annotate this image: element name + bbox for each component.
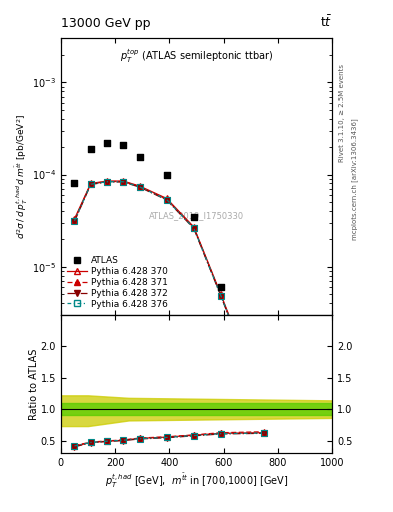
Point	[104, 139, 110, 147]
Point	[261, 375, 267, 383]
Text: ATLAS_2019_I1750330: ATLAS_2019_I1750330	[149, 211, 244, 220]
Y-axis label: Ratio to ATLAS: Ratio to ATLAS	[29, 348, 39, 420]
Legend: ATLAS, Pythia 6.428 370, Pythia 6.428 371, Pythia 6.428 372, Pythia 6.428 376: ATLAS, Pythia 6.428 370, Pythia 6.428 37…	[65, 254, 169, 310]
Point	[72, 179, 78, 187]
Text: t$\bar{t}$: t$\bar{t}$	[320, 14, 332, 30]
Text: mcplots.cern.ch [arXiv:1306.3436]: mcplots.cern.ch [arXiv:1306.3436]	[352, 118, 358, 240]
Text: Rivet 3.1.10, ≥ 2.5M events: Rivet 3.1.10, ≥ 2.5M events	[339, 63, 345, 162]
Point	[88, 145, 94, 153]
X-axis label: $p_T^{t,had}$ [GeV],  $m^{\bar{t}t}$ in [700,1000] [GeV]: $p_T^{t,had}$ [GeV], $m^{\bar{t}t}$ in […	[105, 472, 288, 490]
Point	[191, 212, 197, 221]
Text: 13000 GeV pp: 13000 GeV pp	[61, 17, 151, 30]
Point	[218, 283, 224, 291]
Point	[163, 170, 170, 179]
Point	[136, 153, 143, 161]
Point	[120, 141, 127, 149]
Text: $p_T^{top}$ (ATLAS semileptonic ttbar): $p_T^{top}$ (ATLAS semileptonic ttbar)	[120, 47, 273, 65]
Y-axis label: $d^2\sigma\,/\,d\,p_T^{t,had}\,d\,m^{\bar{t}t}$ [pb/GeV$^2$]: $d^2\sigma\,/\,d\,p_T^{t,had}\,d\,m^{\ba…	[14, 114, 31, 239]
